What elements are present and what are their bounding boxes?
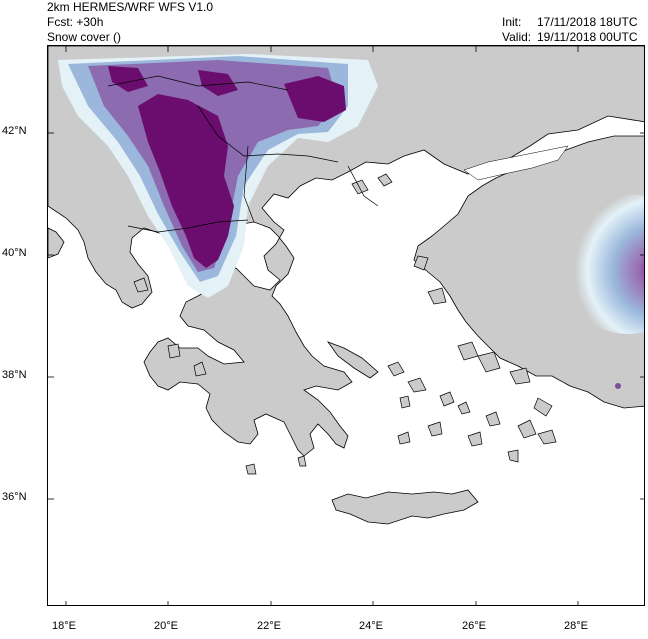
valid-label: Valid:: [502, 30, 532, 44]
lon-label-24e: 24°E: [359, 620, 383, 632]
country-borders: [107, 75, 379, 233]
lon-label-20e: 20°E: [154, 620, 178, 632]
map-svg: [48, 46, 644, 605]
aegean-islands: [133, 173, 557, 475]
valid-value: 19/11/2018 00UTC: [537, 30, 638, 44]
forecast-hour: Fcst: +30h: [47, 15, 104, 29]
lon-label-18e: 18°E: [52, 620, 76, 632]
lon-label-26e: 26°E: [462, 620, 486, 632]
snow-dot: [615, 383, 621, 389]
model-title: 2km HERMES/WRF WFS V1.0: [47, 0, 214, 14]
land-euboea: [326, 341, 379, 379]
land-crete: [331, 489, 479, 525]
lat-label-38n: 38°N: [2, 369, 27, 381]
graticule-ticks: [48, 46, 644, 605]
field-name: Snow cover (): [47, 30, 122, 44]
init-value: 17/11/2018 18UTC: [537, 15, 638, 29]
lon-label-28e: 28°E: [564, 620, 588, 632]
snow-cover-thrace: [463, 145, 569, 181]
snow-cover-balkans: [58, 54, 378, 298]
lon-label-22e: 22°E: [257, 620, 281, 632]
snow-cover-east: [558, 194, 644, 334]
lat-label-36n: 36°N: [2, 491, 27, 503]
lat-label-40n: 40°N: [2, 247, 27, 259]
init-label: Init:: [502, 15, 522, 29]
map-panel: [47, 45, 645, 606]
lat-label-42n: 42°N: [2, 125, 27, 137]
